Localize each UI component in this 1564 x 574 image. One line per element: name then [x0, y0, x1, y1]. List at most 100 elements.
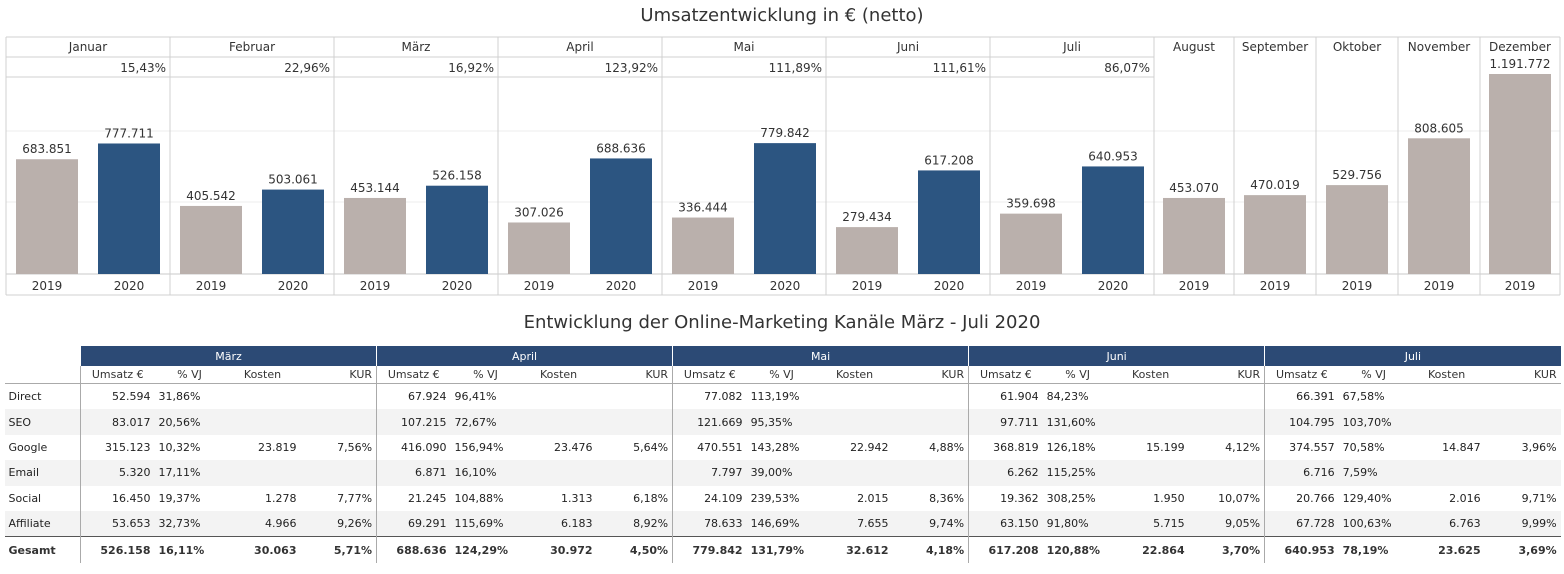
- month-label: Juli: [1062, 40, 1081, 54]
- table-cell: 6.716: [1264, 460, 1339, 486]
- table-cell: 4,88%: [929, 440, 965, 454]
- table-cell: 3,70%: [1188, 536, 1265, 564]
- table-cell: [1408, 409, 1485, 435]
- value-label: 453.070: [1169, 181, 1219, 195]
- table-cell: 7,59%: [1338, 460, 1409, 486]
- table-cell: 1.278: [265, 491, 297, 505]
- bar: [1000, 213, 1062, 274]
- revenue-chart: Umsatzentwicklung in € (netto) Januar 15,…: [5, 5, 1561, 296]
- table-cell: [1484, 460, 1561, 486]
- value-label: 503.061: [268, 173, 318, 187]
- table-cell: [521, 384, 597, 410]
- value-label: 470.019: [1250, 178, 1300, 192]
- table-cell: 6.262: [968, 460, 1043, 486]
- year-label: 2019: [1424, 279, 1455, 293]
- column-header: Kosten: [520, 366, 597, 384]
- row-label: Direct: [8, 390, 42, 404]
- year-label: 2019: [1016, 279, 1047, 293]
- year-label: 2019: [1342, 279, 1373, 293]
- value-label: 453.144: [350, 181, 400, 195]
- table-cell: 30.972: [520, 536, 597, 564]
- table-cell: 23.625: [1408, 536, 1485, 564]
- month-label: Februar: [229, 40, 275, 54]
- table-cell: 640.953: [1264, 536, 1339, 564]
- table-cell: 103,70%: [1338, 409, 1409, 435]
- table-cell: 8,36%: [929, 491, 965, 505]
- table-cell: 5,71%: [300, 536, 377, 564]
- year-label: 2019: [524, 279, 555, 293]
- table-cell: 96,41%: [454, 390, 497, 404]
- table-title: Entwicklung der Online-Marketing Kanäle …: [523, 312, 1041, 333]
- bar: [672, 217, 734, 274]
- table-cell: 67.728: [1264, 510, 1339, 537]
- table-cell: 4,12%: [1225, 440, 1261, 454]
- bar: [836, 227, 898, 274]
- table-cell: 30.063: [224, 536, 301, 564]
- row-label: Affiliate: [4, 510, 81, 537]
- table-cell: [1112, 409, 1189, 435]
- table-cell: 77.082: [672, 383, 747, 410]
- bar: [426, 185, 488, 274]
- table-cell: 3,96%: [1521, 440, 1557, 454]
- table-cell: [1188, 409, 1265, 435]
- table-cell: 66.391: [1264, 383, 1339, 410]
- table-cell: 121.669: [672, 409, 747, 435]
- month-label: März: [402, 40, 431, 54]
- table-cell: 19.362: [968, 485, 1043, 511]
- table-cell: 5.320: [80, 460, 155, 486]
- table-cell: 32.612: [816, 536, 893, 564]
- table-cell: [301, 384, 377, 410]
- bar: [1489, 74, 1551, 274]
- value-label: 808.605: [1414, 121, 1464, 135]
- row-label: Gesamt: [4, 536, 81, 564]
- table-cell: [597, 384, 673, 410]
- row-label: Google: [8, 440, 48, 454]
- year-label: 2020: [1098, 279, 1129, 293]
- table-cell: [1409, 384, 1485, 410]
- bar: [1244, 195, 1306, 274]
- bar: [1408, 138, 1470, 274]
- table-cell: 4,50%: [596, 536, 673, 564]
- column-header: Umsatz €: [672, 366, 747, 384]
- value-label: 683.851: [22, 142, 72, 156]
- table-cell: 1.313: [561, 491, 593, 505]
- table-cell: 8,92%: [596, 510, 673, 537]
- table-cell: 23.819: [258, 440, 297, 454]
- month-label: Oktober: [1333, 40, 1381, 54]
- table-cell: 4.966: [224, 510, 301, 537]
- table-cell: 78.633: [672, 510, 747, 537]
- table-row: SEO 83.017 20,56% 107.215 72,67% 121.669 95,35…: [4, 409, 1561, 435]
- bar: [98, 143, 160, 274]
- table-cell: 104.795: [1264, 409, 1339, 435]
- month-group-header: April: [376, 346, 673, 366]
- year-label: 2020: [770, 279, 801, 293]
- growth-label: 16,92%: [448, 61, 494, 75]
- table-cell: 16.450: [80, 485, 155, 511]
- corner-cell: [4, 366, 81, 384]
- column-header: Umsatz €: [968, 366, 1043, 384]
- row-label: Social: [8, 491, 42, 505]
- table-row: Direct 52.594 31,86% 67.924 96,41% 77.082 113,…: [5, 383, 1561, 410]
- value-label: 617.208: [924, 153, 974, 167]
- table-cell: 416.090: [376, 434, 451, 461]
- table-cell: 5.715: [1112, 510, 1189, 537]
- table-cell: [224, 460, 301, 486]
- table-cell: 67,58%: [1342, 390, 1385, 404]
- table-cell: 53.653: [80, 510, 155, 537]
- chart-title: Umsatzentwicklung in € (netto): [640, 5, 923, 26]
- year-label: 2019: [360, 279, 391, 293]
- table-cell: 23.476: [554, 440, 593, 454]
- table-cell: 3,69%: [1484, 536, 1561, 564]
- column-header: Kosten: [1112, 366, 1189, 384]
- table-cell: 9,26%: [300, 510, 377, 537]
- table-cell: 143,28%: [750, 440, 800, 454]
- table-cell: 63.150: [968, 510, 1043, 537]
- table-cell: 374.557: [1264, 434, 1339, 461]
- table-cell: [596, 460, 673, 486]
- value-label: 336.444: [678, 201, 728, 215]
- table-cell: 61.904: [968, 383, 1043, 410]
- table-cell: 4,18%: [892, 536, 969, 564]
- month-label: August: [1173, 40, 1215, 54]
- value-label: 307.026: [514, 205, 564, 219]
- total-row: Gesamt 526.158 16,11% 30.063 5,71% 688.636 124…: [4, 536, 1561, 564]
